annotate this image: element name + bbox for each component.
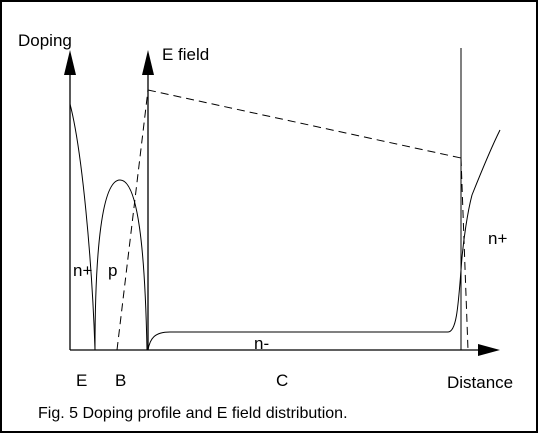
efield-rise-line: [116, 89, 149, 351]
doping-axis-arrowhead: [64, 50, 76, 75]
emitter-doping-curve: [69, 103, 96, 351]
efield-plateau-line: [147, 89, 462, 159]
efield-axis-label: E field: [162, 45, 209, 64]
region-n-minus-label: n-: [254, 334, 269, 353]
region-p-label: p: [108, 261, 117, 280]
region-n-plus-right-label: n+: [488, 229, 507, 248]
efield-axis-arrowhead: [142, 50, 154, 75]
figure-caption: Fig. 5 Doping profile and E field distri…: [38, 405, 348, 422]
efield-profile: [116, 89, 469, 351]
emitter-label: E: [76, 371, 87, 390]
base-label: B: [115, 371, 126, 390]
base-doping-curve: [94, 179, 148, 351]
doping-axis-label: Doping: [18, 31, 72, 50]
distance-axis-label: Distance: [447, 373, 513, 392]
collector-label: C: [276, 371, 288, 390]
efield-drop-line: [460, 157, 469, 351]
region-n-plus-left-label: n+: [73, 261, 92, 280]
distance-axis-arrowhead: [478, 344, 500, 356]
collector-doping-curve: [147, 129, 501, 351]
